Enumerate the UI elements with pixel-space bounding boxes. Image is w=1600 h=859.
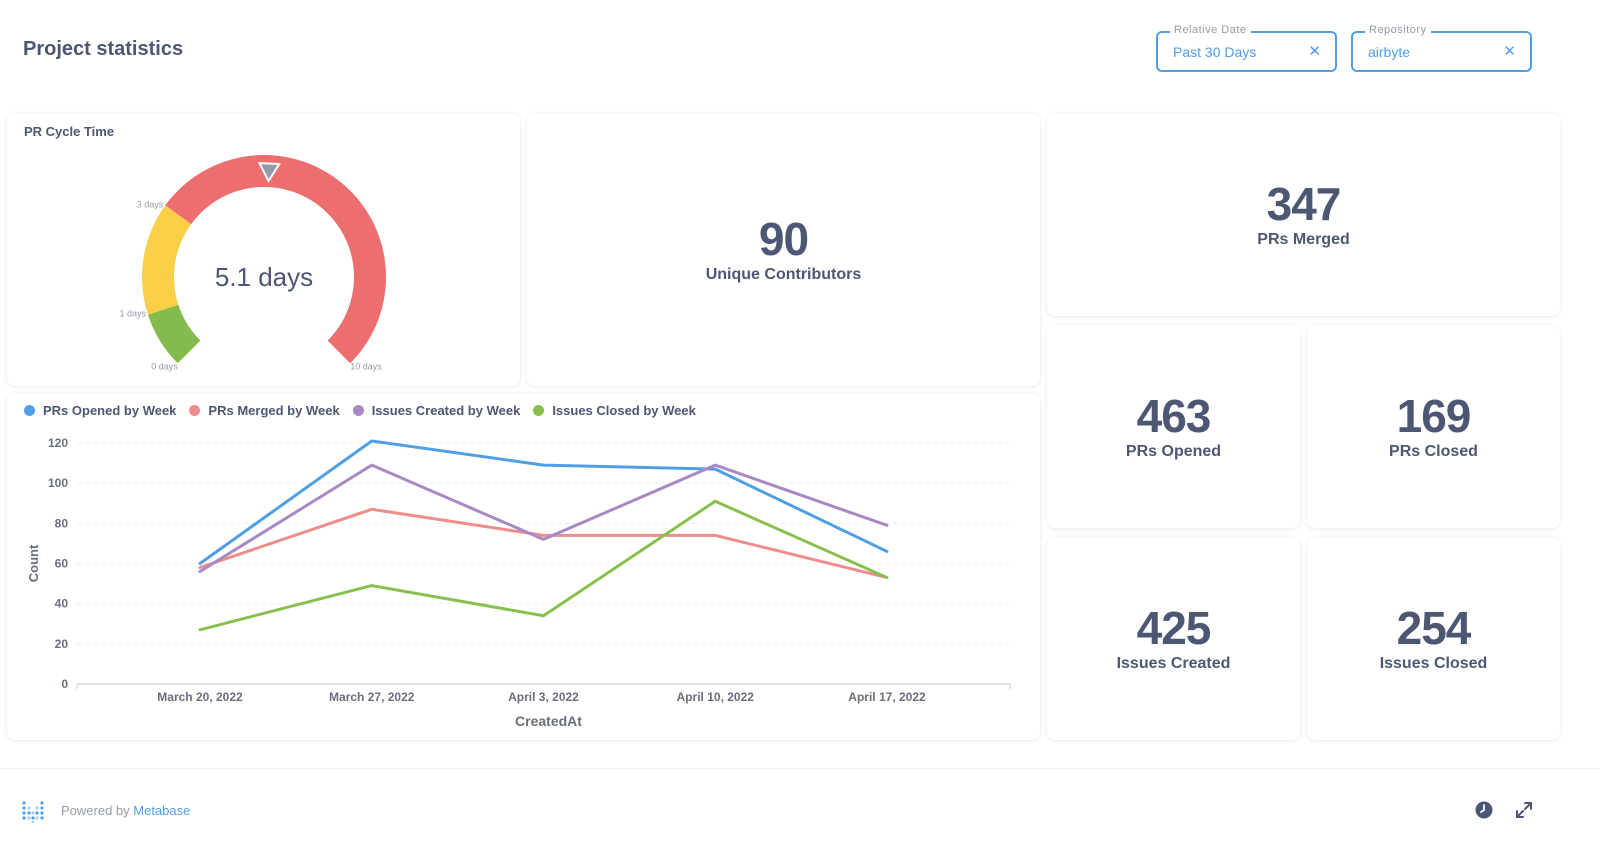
y-tick-label: 120 — [48, 436, 68, 450]
scalar-value: 425 — [1136, 601, 1212, 654]
legend-dot — [533, 405, 545, 416]
x-tick-label: April 17, 2022 — [848, 690, 926, 704]
series-line — [198, 439, 889, 565]
gauge-min-label: 0 days — [151, 361, 178, 371]
filter-repository[interactable]: Repository airbyte ✕ — [1351, 24, 1532, 72]
scalar-value: 347 — [1266, 177, 1342, 230]
powered-by-text: Powered by Metabase — [61, 803, 190, 818]
y-axis-label: Count — [26, 544, 41, 582]
gauge-pointer — [257, 162, 282, 184]
footer: Powered by Metabase — [0, 768, 1600, 859]
legend-item[interactable]: PRs Opened by Week — [24, 403, 176, 418]
prs-merged-card[interactable]: 347 PRs Merged — [1047, 113, 1560, 316]
gauge-segment — [141, 205, 192, 315]
x-tick-label: April 10, 2022 — [677, 690, 755, 704]
y-tick-label: 0 — [61, 677, 68, 691]
close-icon[interactable]: ✕ — [1308, 43, 1321, 60]
gauge-chart: 5.1 days 0 days 10 days 1 days 3 days — [119, 154, 387, 371]
legend-dot — [352, 405, 364, 416]
legend-item[interactable]: Issues Created by Week — [352, 403, 521, 418]
issues-closed-card[interactable]: 254 Issues Closed — [1307, 537, 1560, 740]
gauge-segment — [147, 304, 201, 364]
scalar-value: 169 — [1396, 389, 1472, 442]
gauge-card[interactable]: PR Cycle Time 5.1 days 0 days 10 days 1 day… — [7, 113, 520, 386]
scalar-value: 254 — [1396, 601, 1472, 654]
legend-item[interactable]: PRs Merged by Week — [189, 403, 340, 418]
expand-icon[interactable] — [1515, 801, 1533, 819]
scalar-label: Issues Closed — [1379, 654, 1488, 672]
line-chart: 0 20 40 60 80 100 120 March 20, 2022 March 27, 2… — [26, 436, 1011, 729]
legend-label: Issues Created by Week — [371, 403, 521, 418]
scalar-label: Issues Created — [1116, 654, 1231, 672]
y-tick-label: 100 — [48, 476, 68, 490]
legend-label: Issues Closed by Week — [552, 403, 696, 418]
scalar-label: PRs Merged — [1257, 230, 1350, 248]
issues-created-card[interactable]: 425 Issues Created — [1047, 537, 1300, 740]
x-tick-label: March 27, 2022 — [329, 690, 415, 704]
y-tick-label: 20 — [55, 637, 69, 651]
filter-value[interactable]: airbyte — [1368, 44, 1411, 60]
gauge-value: 5.1 days — [215, 262, 313, 292]
metabase-logo-icon[interactable] — [22, 801, 44, 823]
metabase-link[interactable]: Metabase — [133, 803, 191, 818]
filter-label: Relative Date — [1170, 24, 1251, 36]
y-tick-label: 60 — [55, 557, 69, 571]
x-tick-label: March 20, 2022 — [157, 690, 243, 704]
series-line — [198, 507, 889, 580]
x-tick-label: April 3, 2022 — [508, 690, 579, 704]
x-axis-label: CreatedAt — [515, 713, 582, 729]
chart-legend: PRs Opened by Week PRs Merged by Week Is… — [24, 403, 709, 418]
gauge-segment — [165, 154, 387, 364]
series-line — [198, 499, 889, 632]
y-tick-label: 80 — [55, 516, 69, 530]
gauge-max-label: 10 days — [350, 361, 382, 371]
prs-closed-card[interactable]: 169 PRs Closed — [1307, 325, 1560, 528]
scalar-label: PRs Opened — [1125, 442, 1222, 460]
legend-dot — [189, 405, 201, 416]
gauge-tick-label: 3 days — [137, 199, 164, 209]
y-tick-label: 40 — [55, 597, 69, 611]
scalar-value: 463 — [1136, 389, 1212, 442]
prs-opened-card[interactable]: 463 PRs Opened — [1047, 325, 1300, 528]
scalar-label: PRs Closed — [1389, 442, 1478, 460]
filter-value[interactable]: Past 30 Days — [1173, 44, 1257, 60]
scalar-label: Unique Contributors — [705, 265, 862, 283]
filter-label: Repository — [1365, 24, 1431, 36]
gauge-tick-label: 1 days — [119, 309, 146, 319]
clock-icon[interactable] — [1475, 801, 1493, 819]
legend-label: PRs Merged by Week — [208, 403, 340, 418]
legend-dot — [24, 405, 35, 416]
legend-label: PRs Opened by Week — [43, 403, 177, 418]
weekly-line-chart-card[interactable]: PRs Opened by Week PRs Merged by Week Is… — [7, 393, 1040, 740]
card-title: PR Cycle Time — [24, 124, 115, 139]
legend-item[interactable]: Issues Closed by Week — [533, 403, 696, 418]
series-line — [198, 463, 889, 574]
scalar-value: 90 — [758, 212, 809, 265]
close-icon[interactable]: ✕ — [1503, 43, 1516, 60]
powered-prefix: Powered by — [61, 803, 130, 818]
filter-relative-date[interactable]: Relative Date Past 30 Days ✕ — [1156, 24, 1337, 72]
page-title: Project statistics — [23, 38, 184, 60]
unique-contributors-card[interactable]: 90 Unique Contributors — [527, 113, 1040, 386]
